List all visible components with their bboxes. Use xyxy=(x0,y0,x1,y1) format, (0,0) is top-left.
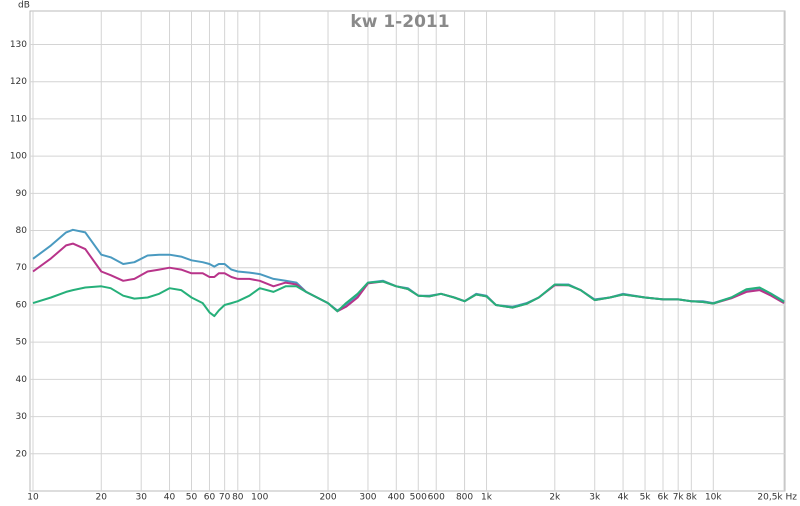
x-tick-label: 80 xyxy=(232,493,244,503)
x-tick-label: 500 xyxy=(410,493,427,503)
series-line xyxy=(32,280,785,318)
y-tick-label: 50 xyxy=(16,338,28,348)
lines xyxy=(32,228,785,318)
x-tick-label: 10k xyxy=(705,493,722,503)
x-tick-label: 400 xyxy=(388,493,405,503)
x-tick-label: 70 xyxy=(219,493,231,503)
y-tick-label: 110 xyxy=(10,114,27,124)
x-tick-label: 20,5k Hz xyxy=(757,493,797,503)
x-tick-label: 40 xyxy=(164,493,176,503)
y-tick-label: 30 xyxy=(16,412,28,422)
x-tick-label: 8k xyxy=(686,493,698,503)
x-tick-label: 2k xyxy=(549,493,561,503)
x-tick-label: 300 xyxy=(359,493,376,503)
y-tick-label: 130 xyxy=(10,40,27,50)
y-tick-label: 80 xyxy=(16,226,28,236)
y-axis-label: dB xyxy=(18,1,30,11)
x-tick-label: 5k xyxy=(640,493,652,503)
y-tick-label: 100 xyxy=(10,152,27,162)
x-tick-label: 1k xyxy=(481,493,493,503)
grid xyxy=(30,11,785,491)
x-tick-label: 60 xyxy=(204,493,216,503)
y-tick-label: 60 xyxy=(16,300,28,310)
x-tick-label: 10 xyxy=(27,493,39,503)
y-tick-label: 120 xyxy=(10,77,27,87)
x-tick-label: 800 xyxy=(456,493,473,503)
x-tick-label: 7k xyxy=(673,493,685,503)
x-tick-label: 200 xyxy=(319,493,336,503)
chart-title: kw 1-2011 xyxy=(350,12,449,32)
x-tick-label: 600 xyxy=(428,493,445,503)
y-tick-label: 70 xyxy=(16,263,28,273)
plot-frame xyxy=(29,10,786,492)
x-tick-label: 30 xyxy=(135,493,147,503)
x-tick-label: 4k xyxy=(618,493,630,503)
y-tick-label: 40 xyxy=(16,375,28,385)
x-tick-label: 20 xyxy=(96,493,108,503)
x-tick-label: 6k xyxy=(658,493,670,503)
x-tick-label: 3k xyxy=(589,493,601,503)
x-tick-label: 50 xyxy=(186,493,198,503)
y-tick-label: 90 xyxy=(16,189,28,199)
x-tick-label: 100 xyxy=(251,493,268,503)
y-tick-label: 20 xyxy=(16,449,28,459)
